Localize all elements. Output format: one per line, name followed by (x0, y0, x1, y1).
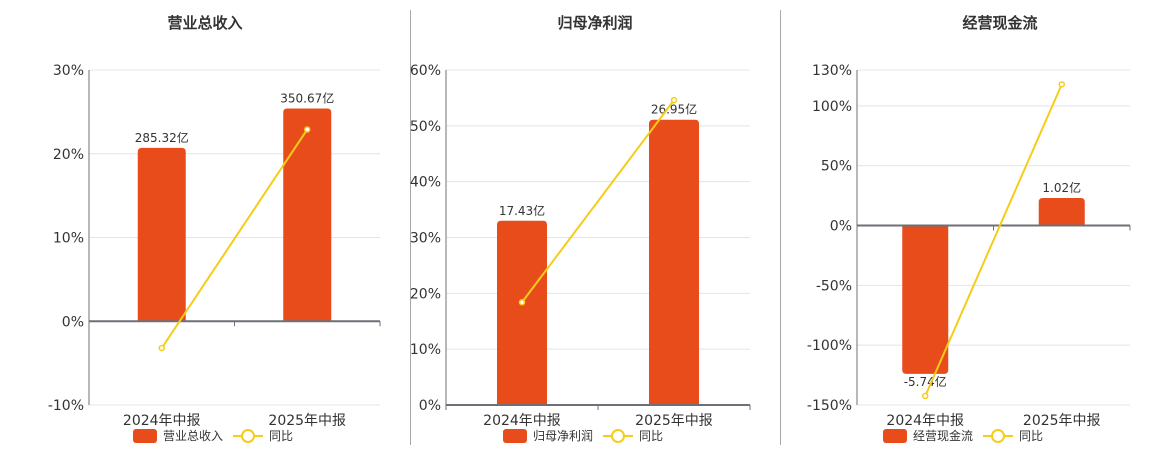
legend: 营业总收入 同比 (133, 427, 293, 444)
y-tick-label: 50% (821, 159, 852, 175)
legend-line-label[interactable]: 同比 (639, 429, 664, 443)
bar[interactable] (1038, 198, 1085, 226)
y-tick-label: 40% (410, 175, 441, 191)
y-tick-label: 130% (812, 63, 852, 79)
legend-bar-label[interactable]: 营业总收入 (163, 429, 224, 443)
bar[interactable] (137, 147, 186, 322)
legend-line-icon[interactable] (603, 428, 634, 443)
y-tick-label: 0% (419, 398, 441, 414)
legend-line-label[interactable]: 同比 (269, 429, 294, 443)
divider (410, 10, 411, 445)
bar[interactable] (497, 220, 547, 405)
panel-revenue: 营业总收入 30% 20% 10% 0% -10% 285.32亿 2024年中报 350.6… (0, 0, 410, 450)
legend: 经营现金流 同比 (883, 427, 1043, 444)
bar[interactable] (649, 119, 699, 406)
bar[interactable] (283, 108, 332, 322)
y-tick-label: 30% (410, 231, 441, 247)
y-tick-label: 20% (410, 286, 441, 302)
y-tick-label: 0% (830, 219, 852, 235)
x-category-label: 2024年中报 (123, 413, 201, 429)
yoy-line (160, 128, 309, 349)
y-tick-label: 0% (62, 314, 84, 330)
legend-bar-swatch[interactable] (133, 428, 157, 443)
legend-line-label[interactable]: 同比 (1019, 429, 1044, 443)
y-tick-label: 10% (53, 231, 84, 247)
chart-title: 经营现金流 (962, 14, 1038, 32)
x-category-label: 2025年中报 (1023, 413, 1101, 429)
y-tick-label: 20% (53, 147, 84, 163)
bar-value-label: 17.43亿 (499, 203, 545, 218)
bar[interactable] (902, 225, 949, 374)
bar-value-label: -5.74亿 (904, 374, 947, 389)
y-tick-label: -50% (816, 278, 852, 294)
x-category-label: 2025年中报 (268, 413, 346, 429)
y-tick-label: -100% (807, 338, 852, 354)
x-category-label: 2024年中报 (886, 413, 964, 429)
net-profit-chart: 60% 50% 40% 30% 20% 10% 0% 17.43亿 2024年中报 26.95亿 2… (410, 63, 751, 429)
bar-value-label: 350.67亿 (280, 91, 334, 106)
yoy-point[interactable] (158, 344, 165, 352)
yoy-point[interactable] (1058, 81, 1065, 88)
bar-value-label: 1.02亿 (1042, 180, 1081, 195)
y-tick-label: 30% (53, 63, 84, 79)
yoy-point[interactable] (670, 96, 678, 104)
x-category-label: 2024年中报 (483, 413, 561, 429)
yoy-point[interactable] (922, 392, 929, 400)
yoy-line (924, 83, 1063, 397)
chart-title: 归母净利润 (557, 14, 633, 32)
legend-bar-label[interactable]: 经营现金流 (913, 429, 974, 443)
revenue-chart: 30% 20% 10% 0% -10% 285.32亿 2024年中报 350.67亿 2025… (48, 63, 381, 429)
y-tick-label: 100% (812, 99, 852, 115)
legend-bar-swatch[interactable] (503, 428, 527, 443)
y-tick-label: 60% (410, 63, 441, 79)
chart-title: 营业总收入 (167, 14, 243, 32)
legend-bar-label[interactable]: 归母净利润 (533, 429, 594, 443)
yoy-line (521, 99, 675, 303)
panel-net-profit: 归母净利润 60% 50% 40% 30% 20% 10% 0% 17.43亿 2024年中报 2… (410, 14, 751, 444)
divider (780, 10, 781, 445)
bar-value-label: 26.95亿 (651, 102, 697, 117)
yoy-point[interactable] (518, 299, 526, 306)
y-tick-label: -150% (807, 398, 852, 414)
legend-bar-swatch[interactable] (883, 428, 907, 443)
y-tick-label: 50% (410, 119, 441, 135)
bar-value-label: 285.32亿 (135, 130, 189, 145)
y-tick-label: 10% (410, 342, 441, 358)
y-tick-label: -10% (48, 398, 84, 414)
legend-line-icon[interactable] (233, 428, 264, 443)
yoy-point[interactable] (304, 126, 311, 133)
legend-line-icon[interactable] (983, 428, 1014, 443)
legend: 归母净利润 同比 (503, 427, 663, 444)
x-category-label: 2025年中报 (635, 413, 713, 429)
